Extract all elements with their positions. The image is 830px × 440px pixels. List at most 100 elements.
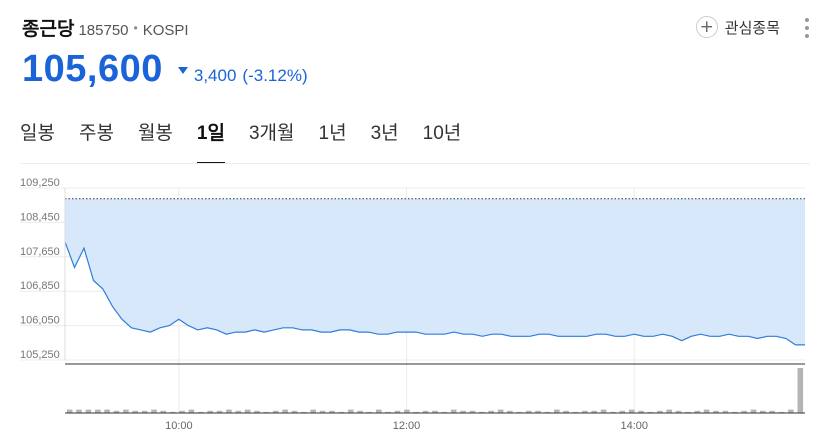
volume-bar	[357, 410, 363, 414]
volume-bar	[226, 409, 232, 413]
tab-3years[interactable]: 3년	[370, 123, 399, 144]
volume-bar	[479, 411, 485, 413]
volume-bar	[282, 409, 288, 413]
volume-bar	[582, 410, 588, 414]
volume-bar	[769, 410, 775, 414]
stock-code: 185750	[78, 22, 129, 39]
volume-bar	[272, 410, 279, 414]
volume-bar	[778, 411, 785, 413]
volume-bar	[628, 409, 635, 413]
volume-bar	[666, 409, 672, 413]
volume-bar	[516, 411, 523, 413]
volume-bar	[263, 411, 270, 413]
add-watchlist-button[interactable]: + 관심종목	[695, 16, 780, 38]
stock-header: 종근당 185750 • KOSPI	[22, 14, 189, 42]
volume-bar	[488, 410, 494, 414]
volume-bar	[113, 410, 120, 414]
volume-bar	[731, 411, 738, 413]
volume-bar	[563, 410, 569, 414]
volume-bar	[657, 410, 663, 414]
y-tick-label: 109,250	[20, 178, 60, 189]
price-change: 3,400	[193, 66, 237, 85]
price-series-line	[64, 241, 805, 346]
y-tick-label: 106,850	[20, 280, 60, 292]
volume-bar	[619, 410, 626, 414]
tab-3months[interactable]: 3개월	[248, 123, 295, 144]
y-tick-label: 107,650	[20, 246, 60, 258]
volume-bar	[301, 411, 307, 413]
volume-bar	[329, 410, 335, 414]
volume-bar	[188, 409, 195, 413]
volume-bar	[104, 409, 110, 413]
y-tick-label: 108,450	[20, 211, 60, 223]
tab-monthly[interactable]: 월봉	[137, 123, 173, 144]
period-tabs: 일봉 주봉 월봉 1일 3개월 1년 3년 10년	[20, 118, 485, 164]
volume-bar	[591, 410, 597, 414]
volume-bar	[685, 411, 691, 413]
volume-bar	[600, 409, 607, 413]
volume-bar	[544, 411, 551, 413]
intraday-chart[interactable]: 109,250 108,450 107,650 106,850 106,050 105,2…	[0, 178, 830, 440]
volume-bar	[535, 410, 541, 414]
down-arrow-icon	[177, 67, 188, 74]
volume-bar	[713, 410, 719, 414]
watchlist-label: 관심종목	[724, 19, 780, 37]
volume-bar	[432, 410, 438, 414]
tabs-divider	[20, 163, 810, 164]
volume-bar	[244, 409, 251, 413]
separator-dot: •	[133, 21, 138, 35]
volume-bar	[675, 410, 682, 414]
intraday-chart-svg[interactable]: 109,250 108,450 107,650 106,850 106,050 105,2…	[0, 178, 830, 440]
volume-bar	[319, 410, 326, 414]
volume-bar	[572, 411, 579, 413]
volume-bar	[741, 410, 747, 414]
tab-1day[interactable]: 1일	[196, 118, 226, 164]
stock-name: 종근당	[22, 19, 75, 40]
volume-bar	[95, 409, 101, 413]
volume-bar	[703, 409, 710, 413]
volume-bar	[469, 410, 476, 414]
tab-daily[interactable]: 일봉	[20, 123, 55, 144]
y-tick-label: 105,250	[20, 349, 60, 361]
y-tick-label: 106,050	[20, 315, 60, 327]
volume-bar	[422, 410, 429, 414]
volume-bar	[376, 409, 382, 413]
volume-bar	[760, 410, 766, 414]
volume-bar	[85, 409, 92, 413]
volume-bar	[385, 411, 391, 413]
volume-bar	[207, 410, 213, 414]
price-change-rate: (-3.12%)	[242, 66, 308, 85]
volume-bar	[179, 410, 185, 414]
more-menu-icon[interactable]	[804, 18, 810, 38]
volume-bar	[310, 409, 316, 413]
tab-1year[interactable]: 1년	[318, 123, 347, 144]
volume-bar	[722, 410, 729, 414]
volume-bar	[507, 410, 513, 414]
volume-bar	[76, 409, 82, 413]
volume-bar	[394, 410, 401, 414]
x-tick-label: 10:00	[165, 420, 193, 432]
volume-bar	[450, 409, 457, 413]
volume-bar	[66, 409, 73, 413]
volume-bar	[235, 410, 242, 414]
volume-bar	[460, 410, 466, 414]
price-area-fill	[65, 198, 805, 345]
volume-bar	[338, 411, 345, 413]
volume-bar	[151, 409, 157, 413]
tab-weekly[interactable]: 주봉	[78, 123, 114, 144]
current-price: 105,600	[22, 48, 163, 90]
volume-bar	[254, 410, 260, 414]
volume-bar	[141, 410, 148, 414]
volume-bar	[797, 368, 804, 413]
tab-10years[interactable]: 10년	[422, 123, 462, 144]
volume-bar	[123, 409, 129, 413]
price-row: 105,600 3,400 (-3.12%)	[22, 50, 308, 88]
market-name: KOSPI	[142, 22, 189, 39]
volume-bar	[347, 409, 354, 413]
volume-bar	[788, 409, 794, 413]
volume-bar	[497, 409, 504, 413]
volume-bar	[198, 411, 204, 413]
volume-bar	[750, 409, 757, 413]
volume-bar	[404, 409, 410, 413]
volume-bar	[610, 411, 616, 413]
